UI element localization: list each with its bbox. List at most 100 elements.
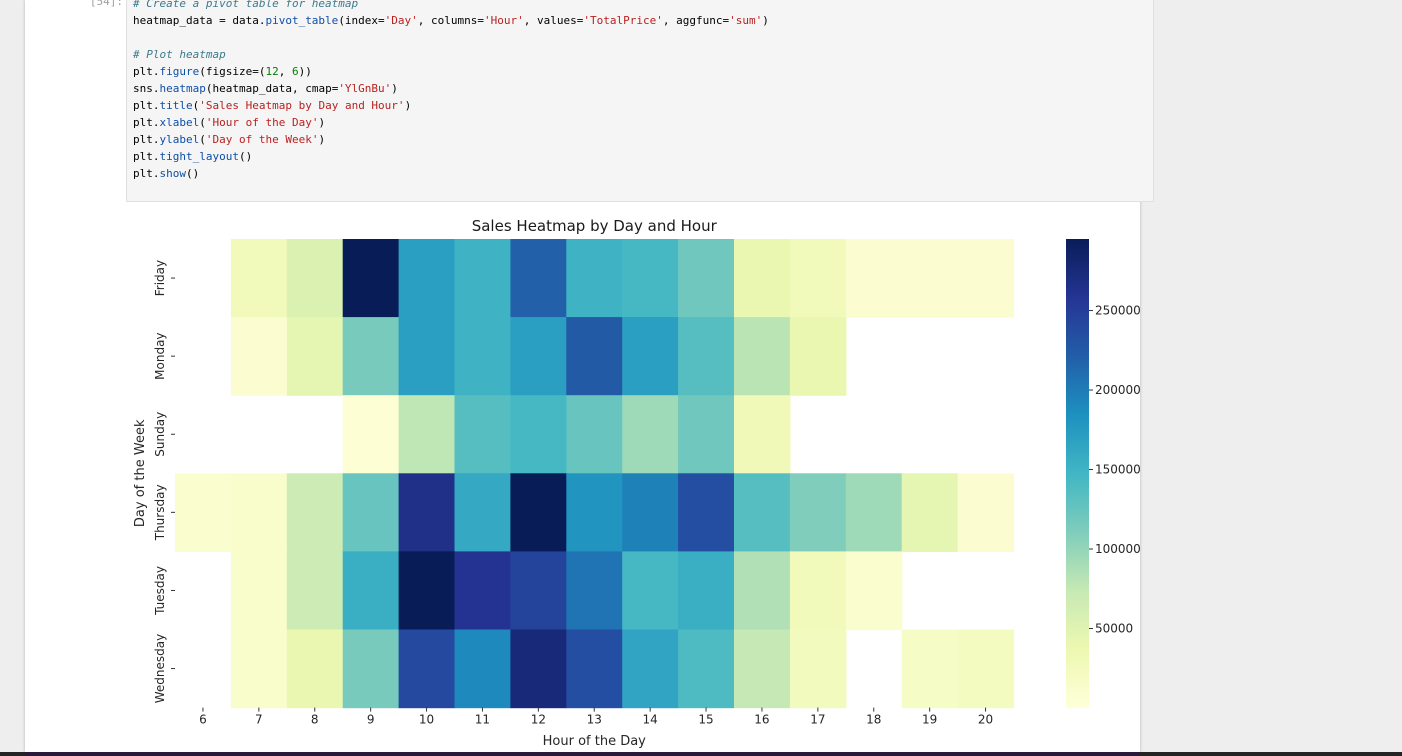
code-token: 'YlGnBu' <box>338 82 392 95</box>
code-token: sns. <box>133 82 160 95</box>
colorbar-tick-label: 250000 <box>1095 304 1141 318</box>
code-editor[interactable]: # Create a pivot table for heatmap heatma… <box>133 0 769 182</box>
heatmap-cell <box>622 473 679 552</box>
code-line: # Create a pivot table for heatmap <box>133 0 769 12</box>
code-token: tight_layout <box>159 150 239 163</box>
heatmap-cell <box>678 317 735 396</box>
heatmap-cell <box>286 473 344 552</box>
code-token: 'sum' <box>729 14 763 27</box>
heatmap-cell <box>510 473 567 552</box>
code-token: plt. <box>133 133 160 146</box>
x-axis-label: Hour of the Day <box>543 734 647 749</box>
code-token: heatmap <box>159 82 206 95</box>
heatmap-cell <box>342 551 400 631</box>
x-tick-label: 7 <box>255 713 263 727</box>
code-token: , aggfunc= <box>662 14 730 27</box>
heatmap-cell <box>342 473 400 552</box>
colorbar-tick-label: 200000 <box>1095 383 1141 397</box>
code-token: 12 <box>265 65 279 78</box>
heatmap-cell <box>957 629 1015 709</box>
heatmap-cell <box>789 239 847 318</box>
y-tick-label: Wednesday <box>153 634 167 703</box>
heatmap-cell <box>454 239 511 318</box>
code-token: plt. <box>133 167 160 180</box>
heatmap-cell <box>901 473 959 552</box>
heatmap-cell <box>957 473 1015 552</box>
heatmap-cell <box>622 629 679 709</box>
code-line: plt.title('Sales Heatmap by Day and Hour… <box>133 97 769 114</box>
code-token: pivot_table <box>265 14 339 27</box>
heatmap-cell <box>845 239 903 318</box>
heatmap-cell <box>622 551 679 631</box>
code-line: # Plot heatmap <box>133 46 769 63</box>
heatmap-cell <box>510 317 567 396</box>
x-tick-label: 10 <box>419 713 434 727</box>
heatmap-cell <box>678 473 735 552</box>
heatmap-cell <box>734 551 791 631</box>
code-token: , values= <box>523 14 584 27</box>
heatmap-cell <box>678 551 735 631</box>
code-token: ) <box>318 116 326 129</box>
heatmap-cell <box>734 239 791 318</box>
heatmap-cell <box>342 239 400 318</box>
code-token: (figsize=( <box>199 65 266 78</box>
heatmap-cell <box>678 629 735 709</box>
code-line: plt.xlabel('Hour of the Day') <box>133 114 769 131</box>
heatmap-cell <box>398 629 456 709</box>
y-tick-label: Monday <box>153 332 167 379</box>
heatmap-cell <box>510 395 567 474</box>
code-line: plt.ylabel('Day of the Week') <box>133 131 769 148</box>
heatmap-cell <box>286 317 344 396</box>
code-token: , columns= <box>417 14 485 27</box>
heatmap-cell <box>398 395 456 474</box>
heatmap-cell <box>566 317 623 396</box>
heatmap-cell <box>566 473 623 552</box>
code-token: figure <box>159 65 200 78</box>
x-tick-label: 6 <box>199 713 207 727</box>
x-tick-label: 16 <box>754 713 769 727</box>
heatmap-cell <box>342 629 400 709</box>
heatmap-cell <box>510 551 567 631</box>
code-token: (index= <box>338 14 385 27</box>
heatmap-cell <box>398 317 456 396</box>
heatmap-cell <box>789 629 847 709</box>
x-tick-label: 9 <box>367 713 375 727</box>
heatmap-cell <box>566 239 623 318</box>
x-tick-label: 17 <box>810 713 825 727</box>
code-token: plt. <box>133 150 160 163</box>
x-tick-label: 14 <box>643 713 658 727</box>
heatmap-cell <box>845 473 903 552</box>
y-tick-label: Friday <box>153 260 167 296</box>
code-cell[interactable]: # Create a pivot table for heatmap heatma… <box>126 0 1154 202</box>
code-token: ) <box>318 133 326 146</box>
heatmap-cell <box>678 239 735 318</box>
code-token: 'Day' <box>384 14 418 27</box>
bottom-bar <box>0 752 1402 756</box>
notebook-panel: [54]: # Create a pivot table for heatmap… <box>25 0 1154 752</box>
x-tick-label: 13 <box>587 713 602 727</box>
code-token: , <box>278 65 292 78</box>
code-token: 'Hour of the Day' <box>205 116 319 129</box>
heatmap-cell <box>734 473 791 552</box>
code-token: ) <box>391 82 398 95</box>
heatmap-chart: Sales Heatmap by Day and Hour 6 7 8 9 10 11 12 1… <box>133 217 1141 749</box>
heatmap-cell <box>454 629 511 709</box>
code-token: plt. <box>133 116 160 129</box>
colorbar-tick-label: 150000 <box>1095 463 1141 477</box>
cell-output: Sales Heatmap by Day and Hour 6 7 8 9 10 11 12 1… <box>126 205 1156 752</box>
heatmap-cell <box>901 629 959 709</box>
code-token: ( <box>192 99 200 112</box>
y-axis-label: Day of the Week <box>133 419 148 527</box>
code-line <box>133 29 769 46</box>
code-line: plt.figure(figsize=(12, 6)) <box>133 63 769 80</box>
heatmap-cell <box>734 317 791 396</box>
heatmap-cell <box>957 239 1015 318</box>
code-line: sns.heatmap(heatmap_data, cmap='YlGnBu') <box>133 80 769 97</box>
heatmap-cell <box>622 395 679 474</box>
colorbar-tick-label: 50000 <box>1095 622 1133 636</box>
heatmap-cell <box>510 629 567 709</box>
heatmap-cell <box>454 551 511 631</box>
code-token: show <box>159 167 187 180</box>
heatmap-cell <box>566 629 623 709</box>
heatmap-cell <box>734 629 791 709</box>
